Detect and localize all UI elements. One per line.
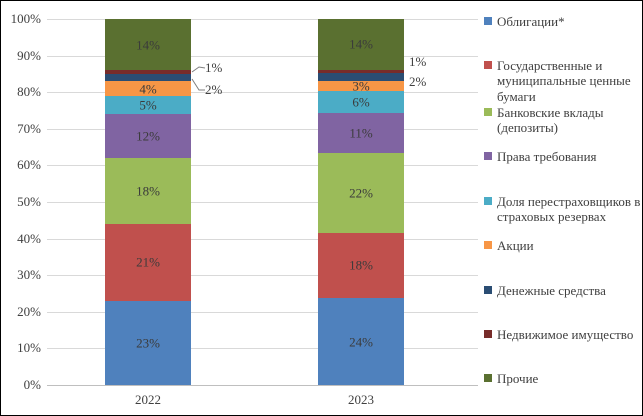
legend-label: Государственные и муниципальные ценные б… [497,58,631,104]
legend-swatch [484,61,492,69]
legend-label: Денежные средства [497,283,606,298]
gridline [47,129,478,130]
segment-data-label: 5% [139,97,157,113]
bar-segment [105,158,191,224]
bar-segment [105,95,191,115]
y-tick-label: 50% [17,194,41,209]
legend-label: Доля перестраховщиков в страховых резерв… [497,194,641,225]
legend-item: Недвижимое имущество [484,327,642,342]
legend-item: Банковские вклады (депозиты) [484,105,642,136]
y-tick-label: 30% [17,267,41,283]
x-axis-line [47,385,478,386]
bar-segment [318,232,404,299]
bar-segment [105,223,191,301]
legend-item: Государственные и муниципальные ценные б… [484,58,642,104]
gridline [47,348,478,349]
legend-swatch [484,17,492,25]
legend-item: Облигации* [484,14,642,29]
legend-label: Банковские вклады (депозиты) [497,105,604,136]
segment-data-label: 18% [349,257,373,273]
legend-swatch [484,152,492,160]
legend-swatch [484,286,492,294]
gridline [47,19,478,20]
bar-segment [318,19,404,70]
bar-segment [105,19,191,71]
bar-segment [318,73,404,81]
bar-segment [318,298,404,385]
callout-data-label: 1% [409,54,427,69]
legend-item: Доля перестраховщиков в страховых резерв… [484,194,642,225]
legend-item: Акции [484,238,642,253]
y-tick-label: 0% [23,377,41,392]
legend-swatch [484,330,492,338]
legend-label: Облигации* [497,14,565,29]
bar-2022: 23% 21% 18% 12% 5% 4% 14% [105,19,191,385]
legend-label: Права требования [497,149,597,164]
leader-line [191,66,206,73]
leader-line [191,78,205,91]
gridline [47,202,478,203]
legend-label: Недвижимое имущество [497,327,634,342]
gridline [47,56,478,57]
gridline [47,239,478,240]
gridline [47,165,478,166]
bar-segment [105,73,191,82]
segment-data-label: 3% [352,78,370,94]
legend-swatch [484,197,492,205]
segment-data-label: 12% [136,128,160,144]
callout-data-label: 2% [409,74,427,89]
bar-2023: 24% 18% 22% 11% 6% 3% 14% [318,19,404,385]
bar-segment [318,91,404,114]
legend-swatch [484,374,492,382]
legend-item: Права требования [484,149,642,164]
legend-swatch [484,108,492,116]
segment-data-label: 22% [349,185,373,201]
legend-item: Прочие [484,371,642,386]
legend-item: Денежные средства [484,283,642,298]
legend-swatch [484,241,492,249]
bar-segment [105,114,191,159]
bar-segment [105,81,191,96]
callout-data-label: 2% [205,82,223,97]
gridline [47,312,478,313]
segment-data-label: 23% [136,335,160,351]
segment-data-label: 24% [349,334,373,349]
segment-data-label: 6% [352,94,370,110]
segment-data-label: 14% [349,36,373,52]
legend-label: Прочие [497,371,539,386]
bar-segment [105,70,191,74]
segment-data-label: 18% [136,183,160,199]
gridline [47,92,478,93]
x-axis-label: 2022 [135,392,161,407]
gridline [47,275,478,276]
y-tick-label: 100% [10,11,41,26]
x-axis-label: 2023 [348,392,374,407]
y-tick-label: 70% [17,120,41,136]
y-tick-label: 40% [17,230,41,246]
segment-data-label: 21% [136,254,160,270]
bar-segment [318,153,404,233]
legend-label: Акции [497,238,534,253]
segment-data-label: 14% [136,37,160,53]
segment-data-label: 4% [139,81,157,97]
y-tick-label: 10% [17,340,41,356]
y-tick-label: 90% [17,47,41,63]
y-tick-label: 60% [17,157,41,173]
segment-data-label: 11% [349,125,373,141]
bar-segment [318,69,404,74]
bar-segment [105,300,191,385]
callout-data-label: 1% [205,60,223,75]
y-tick-label: 80% [17,84,41,100]
bar-segment [318,113,404,154]
y-tick-label: 20% [17,303,41,319]
bar-segment [318,80,404,92]
